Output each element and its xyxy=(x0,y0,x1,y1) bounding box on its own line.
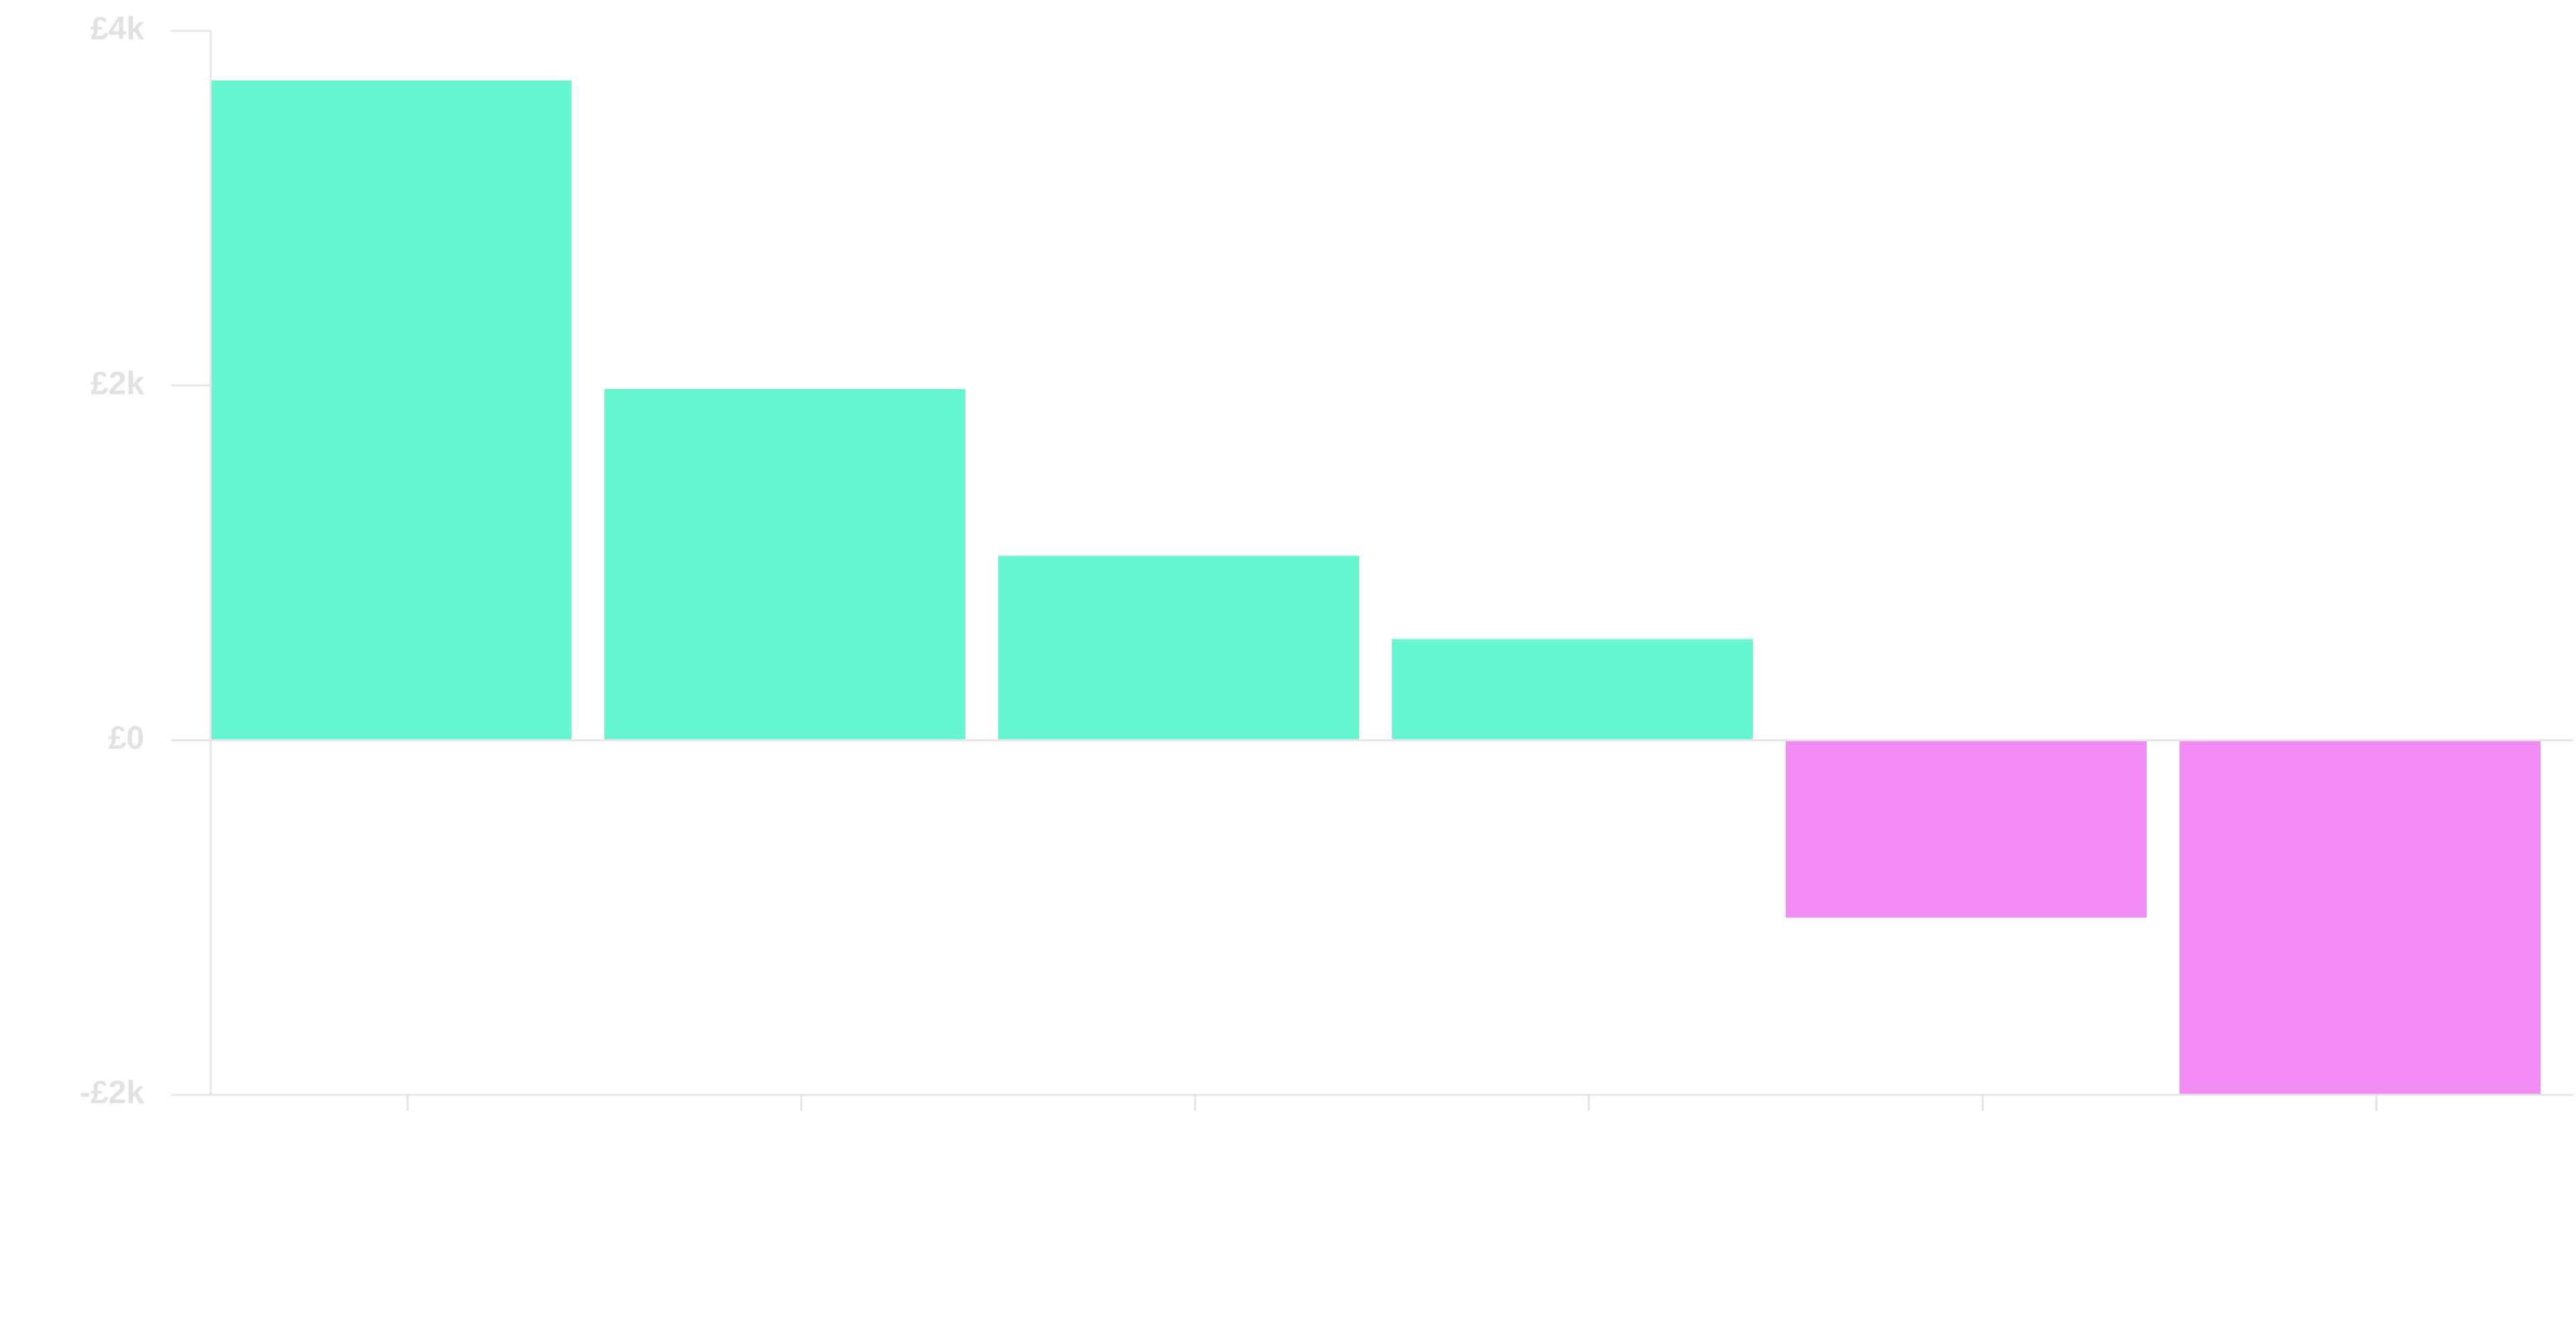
y-tick-label: £4k xyxy=(91,11,144,47)
x-ticks-group xyxy=(407,1095,2377,1111)
bar-3 xyxy=(998,555,1359,741)
y-tick-label: -£2k xyxy=(80,1075,144,1111)
bar-6 xyxy=(2180,740,2540,1095)
y-ticks-group: -£2k £0 £2k £4k xyxy=(80,11,211,1111)
axes-group xyxy=(171,31,2573,1096)
bars-group xyxy=(211,81,2540,1095)
bar-2 xyxy=(604,388,965,741)
y-tick-label: £0 xyxy=(109,721,144,756)
bar-1 xyxy=(211,81,572,741)
y-tick-label: £2k xyxy=(91,366,144,401)
bar-5 xyxy=(1786,740,2147,918)
bar-4 xyxy=(1392,639,1753,741)
